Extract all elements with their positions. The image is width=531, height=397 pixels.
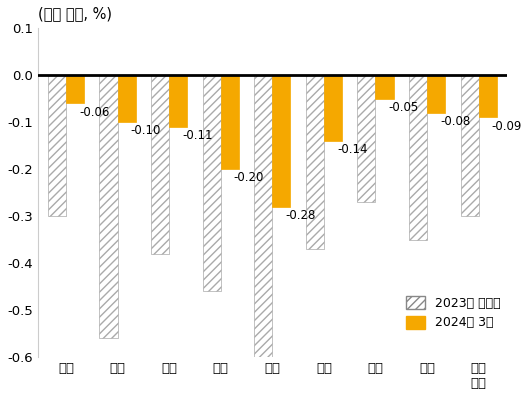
Text: -0.28: -0.28 (286, 209, 316, 222)
Legend: 2023년 월평균, 2024년 3월: 2023년 월평균, 2024년 3월 (401, 291, 506, 335)
Text: -0.08: -0.08 (440, 115, 470, 128)
Text: -0.14: -0.14 (337, 143, 367, 156)
Bar (478, 75, 496, 118)
Bar (427, 75, 445, 113)
Text: -0.10: -0.10 (131, 124, 161, 137)
Text: (전월 대비, %): (전월 대비, %) (38, 6, 112, 21)
Bar (272, 75, 290, 207)
Bar (409, 75, 427, 240)
Text: -0.20: -0.20 (234, 172, 264, 185)
Bar (324, 75, 342, 141)
Bar (460, 75, 478, 216)
Bar (151, 75, 169, 254)
Text: -0.06: -0.06 (79, 106, 109, 119)
Bar (66, 75, 84, 103)
Bar (169, 75, 187, 127)
Text: -0.09: -0.09 (492, 120, 522, 133)
Bar (117, 75, 135, 122)
Bar (48, 75, 66, 216)
Text: -0.11: -0.11 (182, 129, 213, 142)
Bar (357, 75, 375, 202)
Bar (99, 75, 117, 338)
Bar (203, 75, 221, 291)
Bar (375, 75, 393, 98)
Text: -0.05: -0.05 (389, 101, 419, 114)
Bar (306, 75, 324, 249)
Bar (254, 75, 272, 366)
Bar (221, 75, 239, 169)
